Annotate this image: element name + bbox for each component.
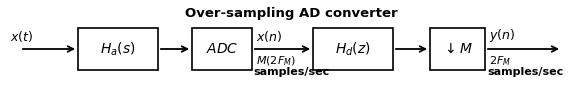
Bar (430, 28, 485, 70)
Bar (78, 28, 158, 70)
Text: $x(t)$: $x(t)$ (10, 29, 33, 44)
Text: $M(2F_M)$: $M(2F_M)$ (256, 54, 296, 68)
Bar (192, 28, 252, 70)
Text: $H_d(z)$: $H_d(z)$ (335, 40, 371, 58)
Text: samples/sec: samples/sec (253, 67, 329, 77)
Text: $x(n)$: $x(n)$ (256, 29, 282, 44)
Text: $ADC$: $ADC$ (205, 42, 238, 56)
Bar (313, 28, 393, 70)
Text: samples/sec: samples/sec (487, 67, 563, 77)
Text: $2F_M$: $2F_M$ (489, 54, 511, 68)
Text: $\downarrow M$: $\downarrow M$ (442, 42, 473, 56)
Text: Over-sampling AD converter: Over-sampling AD converter (184, 7, 398, 20)
Text: $H_a(s)$: $H_a(s)$ (100, 40, 136, 58)
Text: $y(n)$: $y(n)$ (489, 27, 515, 44)
